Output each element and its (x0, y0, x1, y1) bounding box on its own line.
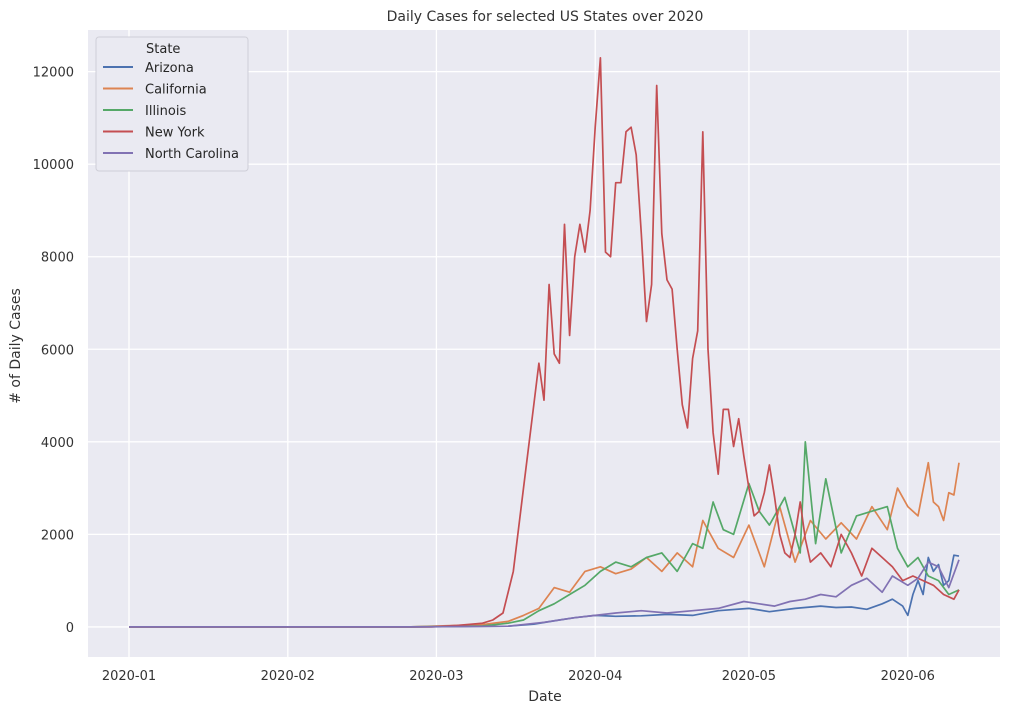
x-tick-label: 2020-03 (409, 669, 463, 684)
y-tick-labels: 0 2000 4000 6000 8000 10000 12000 (33, 66, 74, 636)
x-tick-labels: 2020-01 2020-02 2020-03 2020-04 2020-05 2020-… (102, 669, 935, 684)
y-tick-label: 4000 (41, 436, 74, 451)
legend: State Arizona California Illinois New York No… (95, 36, 249, 172)
y-tick-label: 6000 (41, 343, 74, 358)
legend-item-label: North Carolina (145, 147, 239, 162)
x-tick-label: 2020-05 (722, 669, 776, 684)
series-line-new-york (129, 56, 960, 628)
x-tick-label: 2020-01 (102, 669, 156, 684)
chart-title: Daily Cases for selected US States over … (387, 9, 704, 25)
y-tick-label: 8000 (41, 251, 74, 266)
x-tick-label: 2020-04 (568, 669, 622, 684)
legend-title: State (146, 42, 180, 57)
legend-item-label: Arizona (145, 61, 194, 76)
y-tick-label: 10000 (33, 158, 74, 173)
y-tick-label: 12000 (33, 66, 74, 81)
gridlines (88, 30, 1000, 657)
x-tick-label: 2020-02 (261, 669, 315, 684)
legend-item-label: New York (145, 126, 205, 141)
series-line-illinois (129, 440, 960, 628)
x-axis-label: Date (528, 689, 561, 705)
series-line-north-carolina (129, 559, 960, 628)
legend-item-label: California (145, 83, 207, 98)
series-line-california (129, 461, 960, 628)
y-axis-label: # of Daily Cases (8, 288, 24, 404)
y-tick-label: 2000 (41, 528, 74, 543)
legend-item-label: Illinois (145, 104, 186, 119)
y-tick-label: 0 (66, 621, 74, 636)
x-tick-label: 2020-06 (881, 669, 935, 684)
legend-box (95, 36, 249, 172)
series-lines (129, 56, 960, 628)
